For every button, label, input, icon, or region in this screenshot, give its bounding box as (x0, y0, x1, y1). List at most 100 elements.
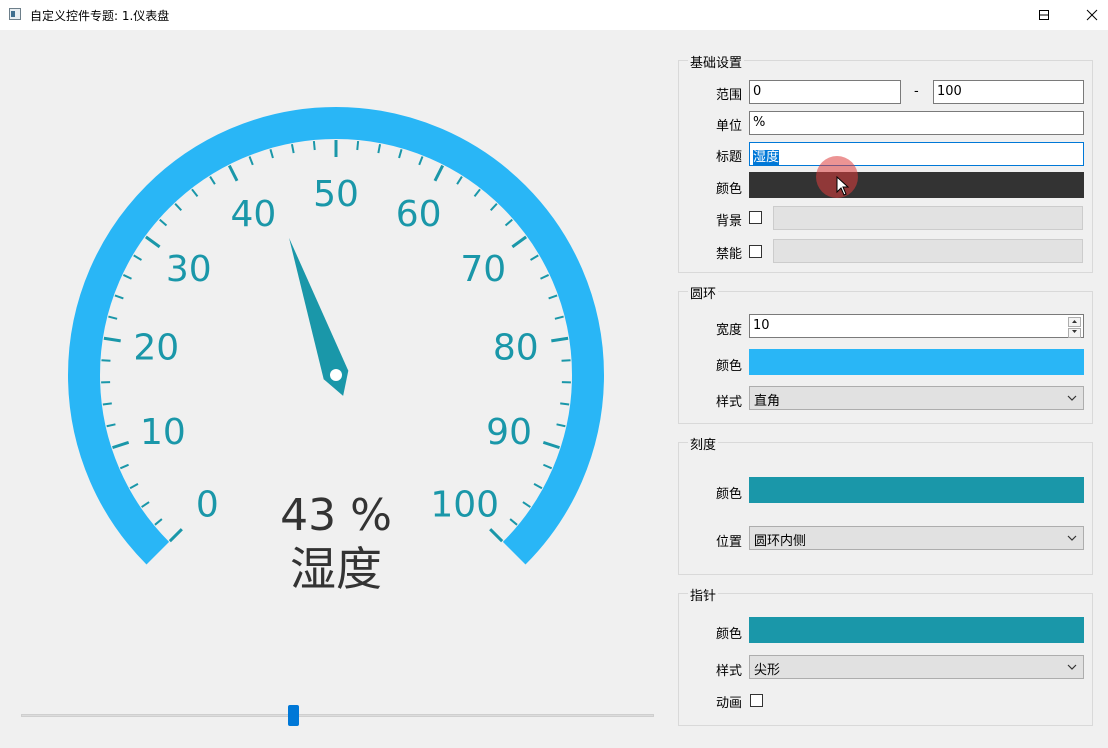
gauge-major-tick (229, 166, 237, 181)
gauge-minor-tick (292, 144, 294, 153)
title-input-selected-text: 湿度 (753, 150, 779, 165)
close-icon (1086, 9, 1098, 21)
scale-position-value: 圆环内侧 (754, 534, 806, 549)
animation-checkbox[interactable] (750, 694, 763, 707)
close-button[interactable] (1062, 0, 1108, 30)
gauge-minor-tick (419, 157, 422, 165)
ring-group-title: 圆环 (688, 283, 718, 302)
gauge-minor-tick (130, 484, 138, 488)
gauge-minor-tick (562, 360, 571, 361)
background-checkbox[interactable] (749, 211, 762, 224)
gauge-minor-tick (475, 189, 481, 196)
disable-checkbox[interactable] (749, 245, 762, 258)
gauge-minor-tick (314, 141, 315, 150)
gauge-minor-tick (506, 220, 513, 226)
gauge-major-tick (113, 442, 129, 447)
gauge-minor-tick (115, 295, 123, 298)
gauge-scale-label: 80 (493, 328, 539, 369)
unit-input[interactable]: % (749, 111, 1084, 135)
gauge-major-tick (551, 338, 568, 341)
gauge-minor-tick (101, 360, 110, 361)
gauge-minor-tick (457, 177, 462, 185)
gauge-minor-tick (399, 149, 402, 158)
gauge-major-tick (490, 529, 502, 541)
ring-style-select[interactable]: 直角 (749, 386, 1084, 410)
gauge-minor-tick (378, 144, 380, 153)
spin-up-button[interactable] (1068, 317, 1081, 327)
gauge-minor-tick (155, 519, 162, 525)
ring-color-button[interactable] (749, 349, 1084, 375)
scale-position-label: 位置 (716, 531, 742, 550)
text-color-button[interactable] (749, 172, 1084, 198)
gauge-minor-tick (557, 424, 566, 426)
gauge-minor-tick (108, 317, 117, 319)
chevron-down-icon (1067, 664, 1077, 670)
gauge-minor-tick (540, 275, 548, 279)
ring-style-value: 直角 (754, 394, 780, 409)
gauge-minor-tick (523, 502, 530, 507)
pointer-color-label: 颜色 (716, 623, 742, 642)
ring-color-label: 颜色 (716, 355, 742, 374)
gauge-minor-tick (270, 149, 273, 158)
gauge-needle-pivot (330, 369, 342, 381)
scale-color-button[interactable] (749, 477, 1084, 503)
gauge-major-tick (146, 237, 160, 247)
title-bar: 自定义控件专题: 1.仪表盘 (0, 0, 1108, 30)
range-separator: - (914, 84, 919, 99)
window-title: 自定义控件专题: 1.仪表盘 (30, 7, 169, 24)
gauge-minor-tick (510, 519, 517, 525)
scale-color-label: 颜色 (716, 483, 742, 502)
value-slider-track[interactable] (21, 714, 654, 717)
gauge-minor-tick (249, 157, 252, 165)
scale-position-select[interactable]: 圆环内侧 (749, 526, 1084, 550)
gauge-scale-label: 40 (230, 194, 276, 235)
ring-width-spinbox[interactable]: 10 (749, 314, 1084, 338)
gauge-major-tick (104, 338, 121, 341)
background-label: 背景 (716, 210, 742, 229)
title-input[interactable]: 湿度 (749, 142, 1084, 166)
title-label: 标题 (716, 146, 742, 165)
gauge-minor-tick (549, 295, 557, 298)
chevron-down-icon (1067, 395, 1077, 401)
gauge-title-text: 湿度 (290, 542, 382, 596)
gauge-minor-tick (103, 403, 112, 404)
pointer-style-value: 尖形 (754, 663, 780, 678)
gauge-scale-label: 30 (166, 249, 212, 290)
gauge-value-text: 43 % (280, 490, 392, 541)
value-slider-handle[interactable] (288, 705, 299, 726)
chevron-up-icon (1069, 318, 1080, 324)
gauge-dial: 010203040 50 60708090100 43 % 湿度 (0, 30, 670, 690)
mouse-cursor-icon (836, 176, 850, 196)
pointer-color-button[interactable] (749, 617, 1084, 643)
gauge-minor-tick (123, 275, 131, 279)
unit-label: 单位 (716, 115, 742, 134)
pointer-group-title: 指针 (688, 585, 718, 604)
range-max-input[interactable]: 100 (933, 80, 1084, 104)
gauge-scale-label: 70 (460, 249, 506, 290)
gauge-pointer (289, 238, 348, 396)
pointer-style-label: 样式 (716, 660, 742, 679)
gauge-major-tick (512, 237, 526, 247)
gauge-minor-tick (192, 189, 198, 196)
ring-width-value: 10 (753, 318, 770, 333)
animation-label: 动画 (716, 692, 742, 711)
gauge-minor-tick (210, 177, 215, 185)
range-min-input[interactable]: 0 (749, 80, 901, 104)
gauge-minor-tick (175, 204, 181, 211)
gauge-minor-tick (543, 465, 551, 469)
range-label: 范围 (716, 84, 742, 103)
maximize-icon (1038, 9, 1050, 21)
gauge-scale-label: 100 (430, 485, 499, 526)
gauge-scale-label: 10 (140, 412, 186, 453)
gauge-scale-label: 50 (313, 174, 359, 215)
gauge-minor-tick (491, 204, 497, 211)
gauge-minor-tick (142, 502, 149, 507)
gauge-minor-tick (357, 141, 358, 150)
gauge-scale-label: 60 (396, 194, 442, 235)
gauge-minor-tick (560, 403, 569, 404)
spin-down-button[interactable] (1068, 328, 1081, 338)
pointer-style-select[interactable]: 尖形 (749, 655, 1084, 679)
gauge-minor-tick (555, 317, 564, 319)
gauge-major-tick (543, 442, 559, 447)
gauge-minor-tick (534, 484, 542, 488)
